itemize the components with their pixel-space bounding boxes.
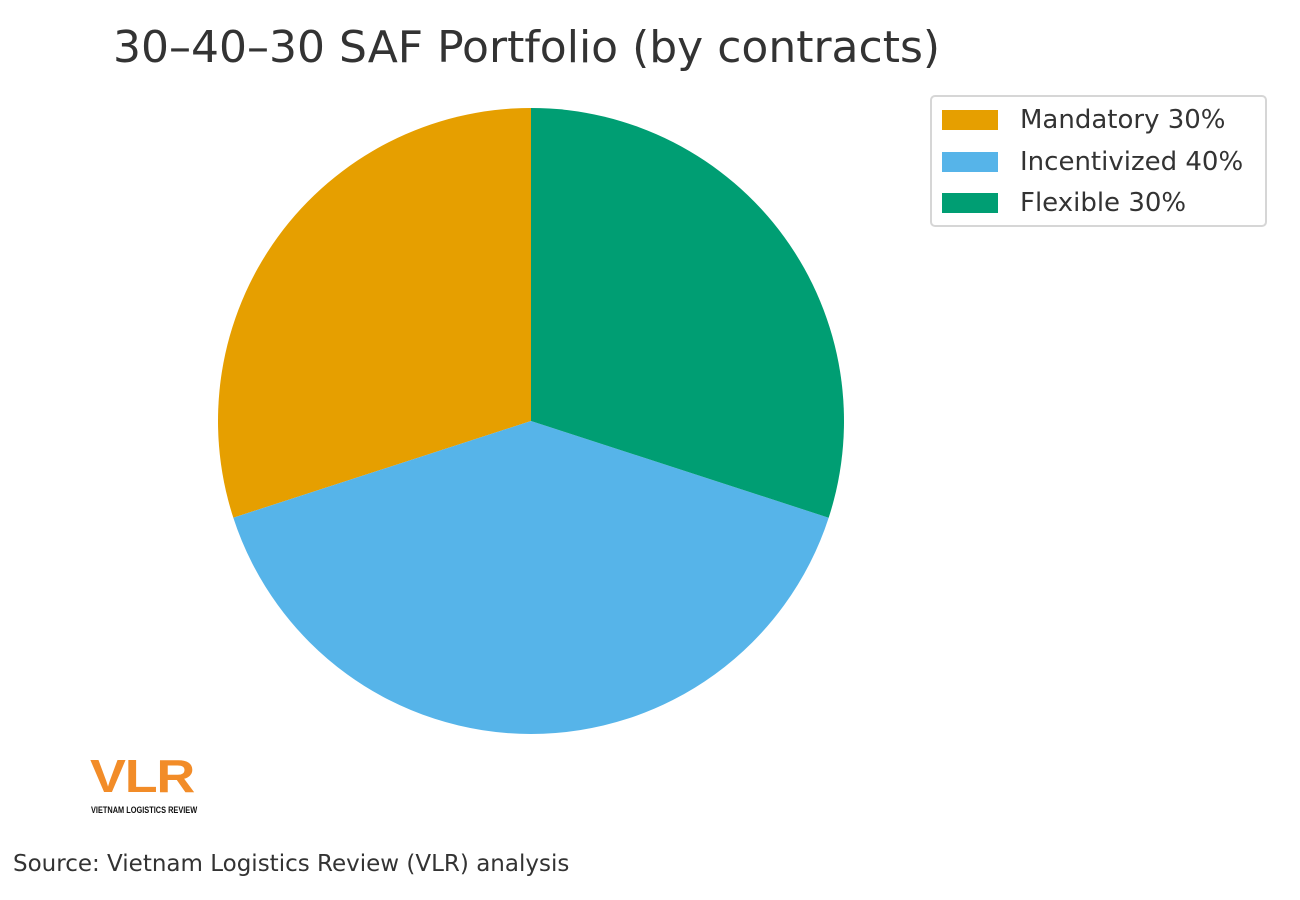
source-note: Source: Vietnam Logistics Review (VLR) a… [13, 851, 570, 877]
pie-slice-flexible [531, 108, 844, 518]
pie-slice-incentivized [233, 421, 829, 734]
legend-item-mandatory: Mandatory 30% [942, 105, 1226, 135]
vlr-logo: VLR VIETNAM LOGISTICS REVIEW [90, 750, 200, 820]
legend-swatch-incentivized [942, 152, 998, 172]
chart-title: 30–40–30 SAF Portfolio (by contracts) [113, 22, 941, 73]
logo-subtext: VIETNAM LOGISTICS REVIEW [91, 805, 198, 815]
legend-swatch-mandatory [942, 110, 998, 130]
logo-text: VLR [90, 750, 195, 802]
legend-label: Mandatory 30% [1020, 105, 1226, 135]
legend-label: Incentivized 40% [1020, 147, 1244, 177]
legend-label: Flexible 30% [1020, 188, 1187, 218]
legend: Mandatory 30% Incentivized 40% Flexible … [930, 95, 1267, 227]
legend-swatch-flexible [942, 193, 998, 213]
legend-item-flexible: Flexible 30% [942, 188, 1186, 218]
legend-item-incentivized: Incentivized 40% [942, 147, 1243, 177]
pie-slice-mandatory [217, 108, 531, 518]
